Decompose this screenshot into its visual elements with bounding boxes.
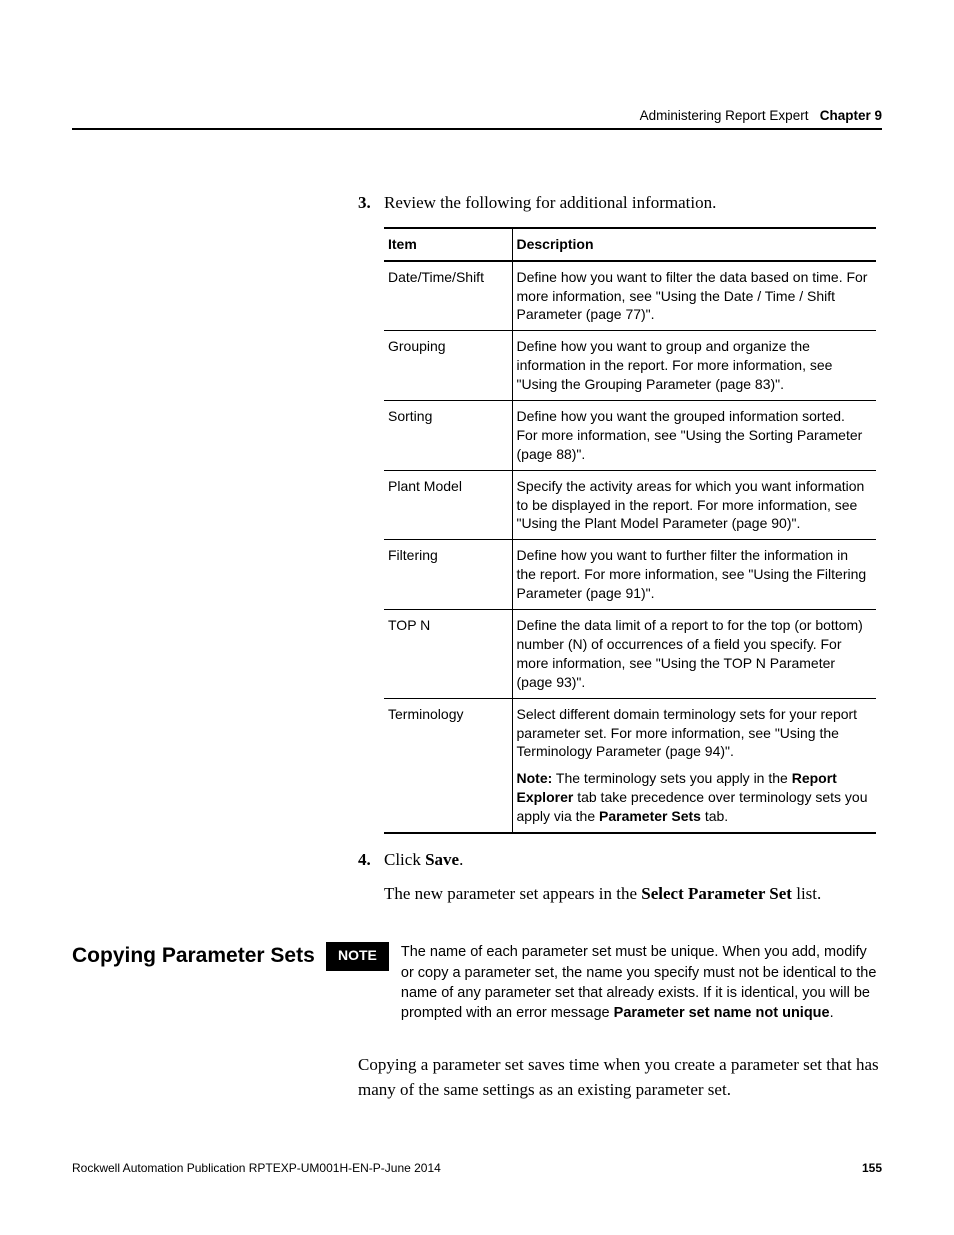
note-text-1: The terminology sets you apply in the	[552, 770, 791, 786]
step4-bold: Save	[425, 850, 459, 869]
table-cell-item: Filtering	[384, 540, 512, 610]
table-cell-desc: Define the data limit of a report to for…	[512, 610, 876, 699]
table-cell-item: TOP N	[384, 610, 512, 699]
table-row: Sorting Define how you want the grouped …	[384, 401, 876, 471]
table-cell-desc: Define how you want to filter the data b…	[512, 261, 876, 331]
table-cell-desc: Define how you want to group and organiz…	[512, 331, 876, 401]
table-cell-desc: Specify the activity areas for which you…	[512, 470, 876, 540]
step-4-result: The new parameter set appears in the Sel…	[384, 882, 882, 907]
table-header-item: Item	[384, 228, 512, 261]
note-badge: NOTE	[326, 942, 389, 971]
step-number: 4.	[358, 848, 384, 872]
header-title: Administering Report Expert	[640, 108, 809, 123]
note-text: The name of each parameter set must be u…	[401, 942, 882, 1023]
table-cell-item: Plant Model	[384, 470, 512, 540]
running-header: Administering Report Expert Chapter 9	[640, 108, 882, 123]
table-row: Filtering Define how you want to further…	[384, 540, 876, 610]
note-label: Note:	[517, 770, 553, 786]
step-4: 4. Click Save.	[358, 848, 882, 872]
section-heading: Copying Parameter Sets	[72, 942, 326, 968]
table-cell-desc: Define how you want the grouped informat…	[512, 401, 876, 471]
table-row: TOP N Define the data limit of a report …	[384, 610, 876, 699]
note-body-2: .	[830, 1005, 834, 1021]
table-cell-item: Sorting	[384, 401, 512, 471]
after-1: The new parameter set appears in the	[384, 884, 641, 903]
closing-paragraph: Copying a parameter set saves time when …	[358, 1052, 882, 1103]
header-rule	[72, 128, 882, 130]
table-header-desc: Description	[512, 228, 876, 261]
table-row: Date/Time/Shift Define how you want to f…	[384, 261, 876, 331]
note-bold-2: Parameter Sets	[599, 808, 701, 824]
note-text-3: tab.	[701, 808, 728, 824]
table-row: Plant Model Specify the activity areas f…	[384, 470, 876, 540]
step4-prefix: Click	[384, 850, 425, 869]
step-3: 3. Review the following for additional i…	[358, 191, 882, 215]
parameter-table: Item Description Date/Time/Shift Define …	[384, 227, 876, 834]
page-footer: Rockwell Automation Publication RPTEXP-U…	[72, 1161, 882, 1175]
table-cell-desc: Select different domain terminology sets…	[512, 698, 876, 833]
header-chapter: Chapter 9	[820, 108, 882, 123]
note-block: NOTE The name of each parameter set must…	[326, 942, 882, 1023]
step-text: Review the following for additional info…	[384, 191, 882, 215]
note-body-bold: Parameter set name not unique	[614, 1005, 830, 1021]
table-cell-desc: Define how you want to further filter th…	[512, 540, 876, 610]
table-row: Grouping Define how you want to group an…	[384, 331, 876, 401]
step4-suffix: .	[459, 850, 463, 869]
table-cell-item: Date/Time/Shift	[384, 261, 512, 331]
terminology-note: Note: The terminology sets you apply in …	[517, 769, 869, 826]
footer-page-number: 155	[862, 1161, 882, 1175]
table-row-terminology: Terminology Select different domain term…	[384, 698, 876, 833]
footer-publication: Rockwell Automation Publication RPTEXP-U…	[72, 1161, 441, 1175]
step-text: Click Save.	[384, 848, 882, 872]
after-2: list.	[792, 884, 821, 903]
after-bold: Select Parameter Set	[641, 884, 792, 903]
terminology-desc: Select different domain terminology sets…	[517, 706, 858, 760]
section-copying: Copying Parameter Sets NOTE The name of …	[72, 942, 882, 1023]
table-cell-item: Grouping	[384, 331, 512, 401]
table-cell-item: Terminology	[384, 698, 512, 833]
step-number: 3.	[358, 191, 384, 215]
